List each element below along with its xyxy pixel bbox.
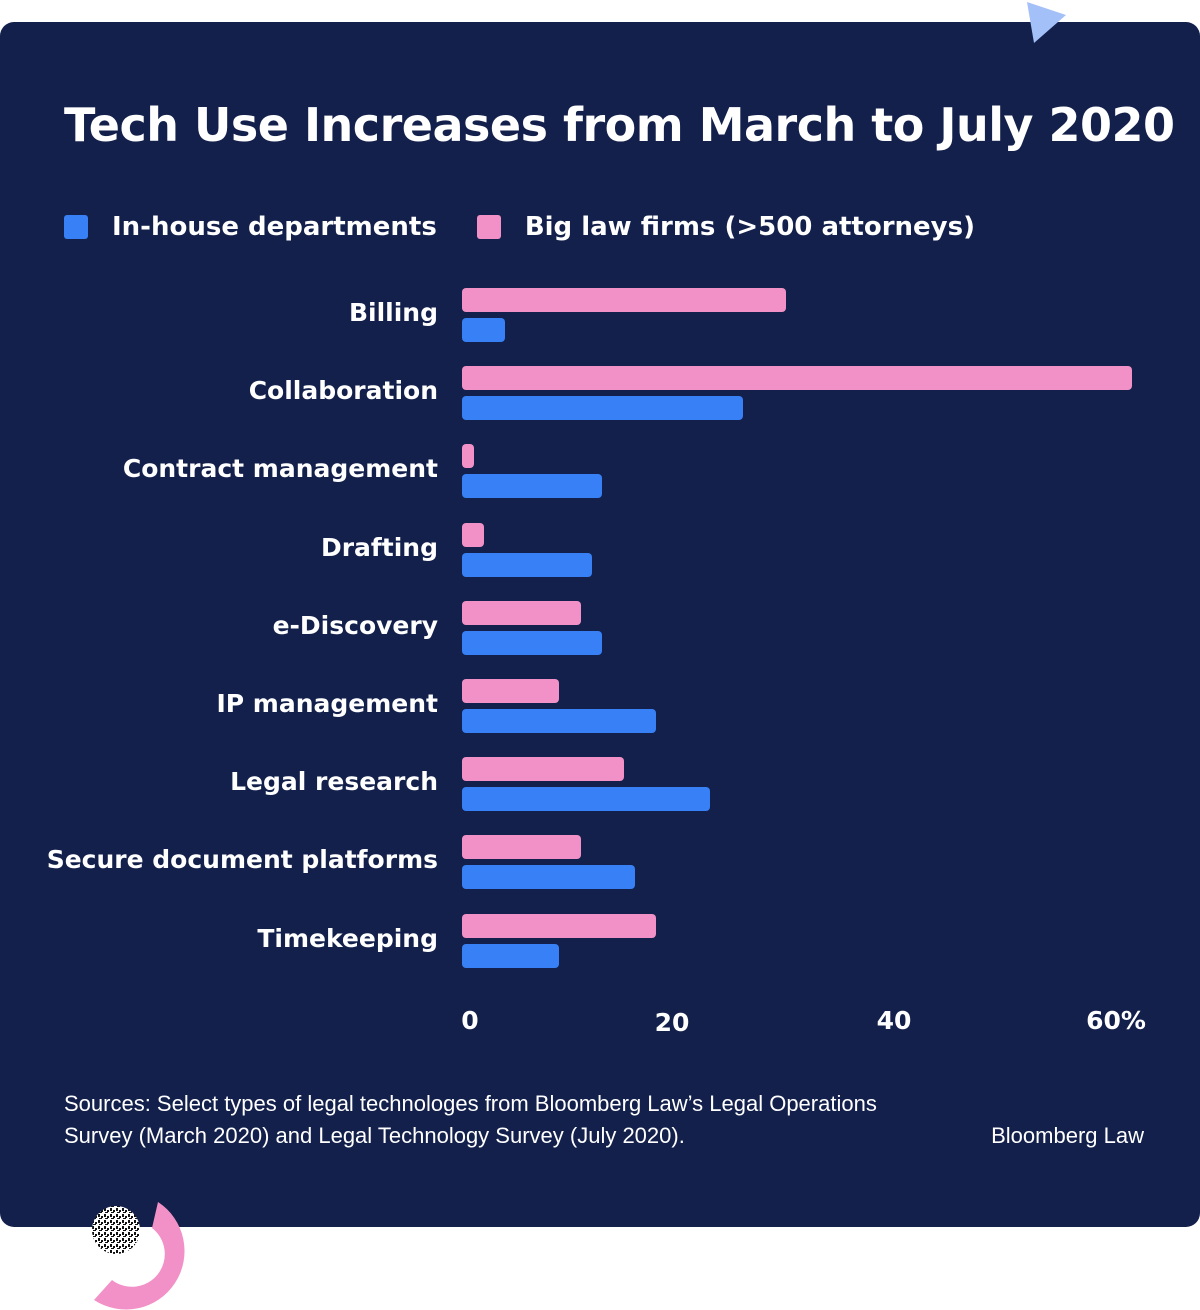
category-label: Drafting: [320, 532, 438, 562]
chart-title: Tech Use Increases from March to July 20…: [64, 98, 1175, 152]
bar-big-law: [462, 913, 657, 938]
bar-in-house: [462, 943, 560, 968]
legend-item-in-house: In-house departments: [64, 212, 437, 242]
category-label: Collaboration: [248, 376, 438, 406]
bar-big-law: [462, 600, 581, 625]
x-tick-label: 0: [461, 1006, 479, 1035]
bar-big-law: [462, 522, 484, 547]
category-label: Timekeeping: [257, 923, 438, 953]
legend-swatch-pink: [476, 215, 501, 239]
bar-big-law: [462, 835, 581, 860]
decorative-ring-icon: [92, 1202, 185, 1310]
category-label: e-Discovery: [272, 610, 438, 640]
bar-in-house: [462, 709, 657, 733]
bar-in-house: [462, 474, 603, 499]
bar-big-law: [462, 288, 786, 312]
bar-in-house: [462, 787, 711, 812]
legend-swatch-blue: [64, 215, 88, 239]
brand-label: Bloomberg Law: [991, 1123, 1144, 1148]
bar-in-house: [462, 552, 592, 577]
legend-item-big-law: Big law firms (>500 attorneys): [476, 212, 975, 242]
category-label: Legal research: [230, 767, 438, 797]
bar-big-law: [462, 444, 474, 469]
category-label: Contract management: [122, 454, 438, 484]
x-tick-label: 40: [876, 1006, 912, 1035]
x-tick-label: 20: [654, 1008, 690, 1037]
bar-in-house: [462, 630, 603, 655]
bar-big-law: [462, 757, 624, 782]
bar-in-house: [462, 396, 743, 421]
bar-big-law: [462, 366, 1132, 391]
legend: In-house departments Big law firms (>500…: [64, 212, 1015, 242]
bar-in-house: [462, 865, 635, 890]
category-label: Secure document platforms: [46, 845, 438, 875]
bar-in-house: [462, 318, 506, 342]
x-tick-label: 60%: [1086, 1006, 1146, 1035]
chart-card: [0, 22, 1200, 1227]
category-label: IP management: [216, 689, 438, 718]
source-note: Sources: Select types of legal technolog…: [64, 1091, 877, 1148]
legend-label-big-law: Big law firms (>500 attorneys): [524, 212, 975, 242]
bar-big-law: [462, 679, 560, 703]
decorative-triangle-icon: [1027, 2, 1066, 43]
legend-label-in-house: In-house departments: [112, 212, 437, 242]
category-label: Billing: [348, 298, 438, 327]
